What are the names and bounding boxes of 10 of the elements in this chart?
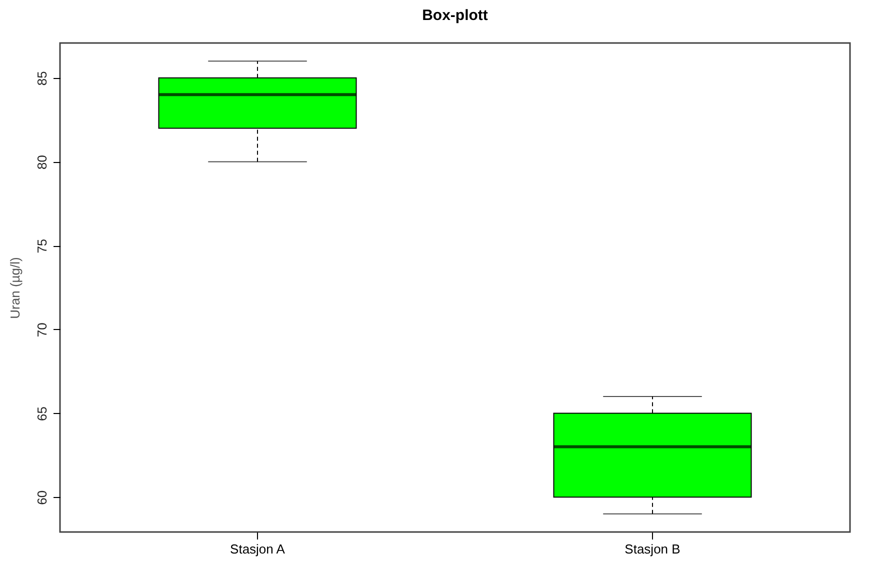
y-axis-title: Uran (µg/l) <box>8 257 22 319</box>
y-tick-label: 65 <box>34 406 50 422</box>
y-tick-label: 75 <box>34 238 50 254</box>
x-tick-label: Stasjon B <box>624 542 680 556</box>
chart-title: Box-plott <box>422 7 488 24</box>
y-tick-label: 70 <box>34 322 50 338</box>
y-tick-label: 85 <box>34 71 50 86</box>
y-tick-label: 80 <box>34 154 50 170</box>
x-tick-label: Stasjon A <box>230 542 286 556</box>
y-tick-label: 60 <box>34 490 50 505</box>
